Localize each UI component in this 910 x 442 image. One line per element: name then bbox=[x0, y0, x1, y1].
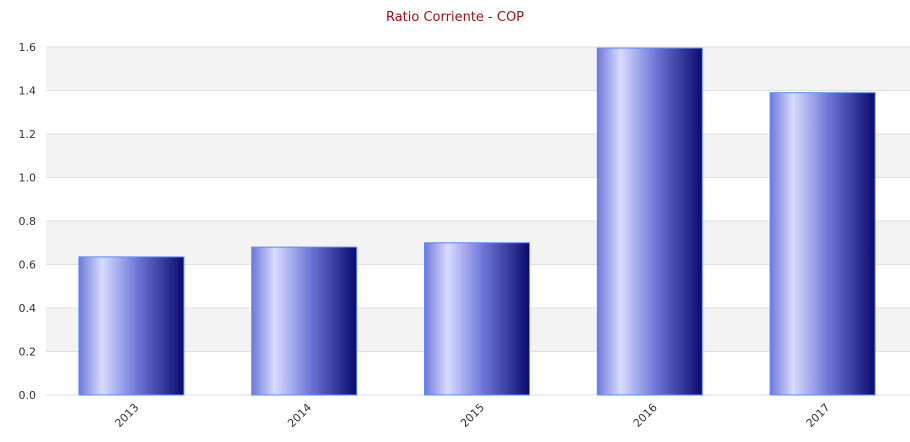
bar-2015[interactable] bbox=[424, 242, 530, 396]
y-tick-label: 1.6 bbox=[19, 41, 37, 54]
y-tick-label: 0.4 bbox=[19, 302, 37, 315]
x-tick-label: 2014 bbox=[285, 401, 314, 430]
y-axis-ticks: 0.0 0.2 0.4 0.6 0.8 1.0 1.2 1.4 1.6 bbox=[19, 41, 37, 402]
y-tick-label: 0.8 bbox=[19, 215, 37, 228]
bars bbox=[78, 47, 876, 396]
y-tick-label: 0.6 bbox=[19, 259, 37, 272]
plot-bands bbox=[46, 47, 910, 352]
y-tick-label: 1.0 bbox=[19, 172, 37, 185]
bar-2013[interactable] bbox=[78, 256, 185, 396]
plot-band bbox=[46, 134, 910, 178]
plot-band bbox=[46, 47, 910, 91]
bar-2016[interactable] bbox=[596, 47, 703, 396]
x-tick-label: 2017 bbox=[804, 401, 833, 430]
x-tick-label: 2013 bbox=[112, 401, 141, 430]
x-tick-label: 2015 bbox=[458, 401, 487, 430]
bar-2014[interactable] bbox=[251, 246, 358, 396]
gridlines bbox=[46, 46, 910, 396]
y-tick-label: 1.4 bbox=[19, 85, 37, 98]
x-tick-label: 2016 bbox=[631, 401, 660, 430]
y-tick-label: 0.0 bbox=[19, 389, 37, 402]
y-tick-label: 1.2 bbox=[19, 128, 37, 141]
chart-title: Ratio Corriente - COP bbox=[385, 10, 525, 25]
x-axis-ticks: 2013 2014 2015 2016 2017 bbox=[112, 401, 832, 430]
y-tick-label: 0.2 bbox=[19, 346, 37, 359]
bar-2017[interactable] bbox=[769, 92, 876, 396]
